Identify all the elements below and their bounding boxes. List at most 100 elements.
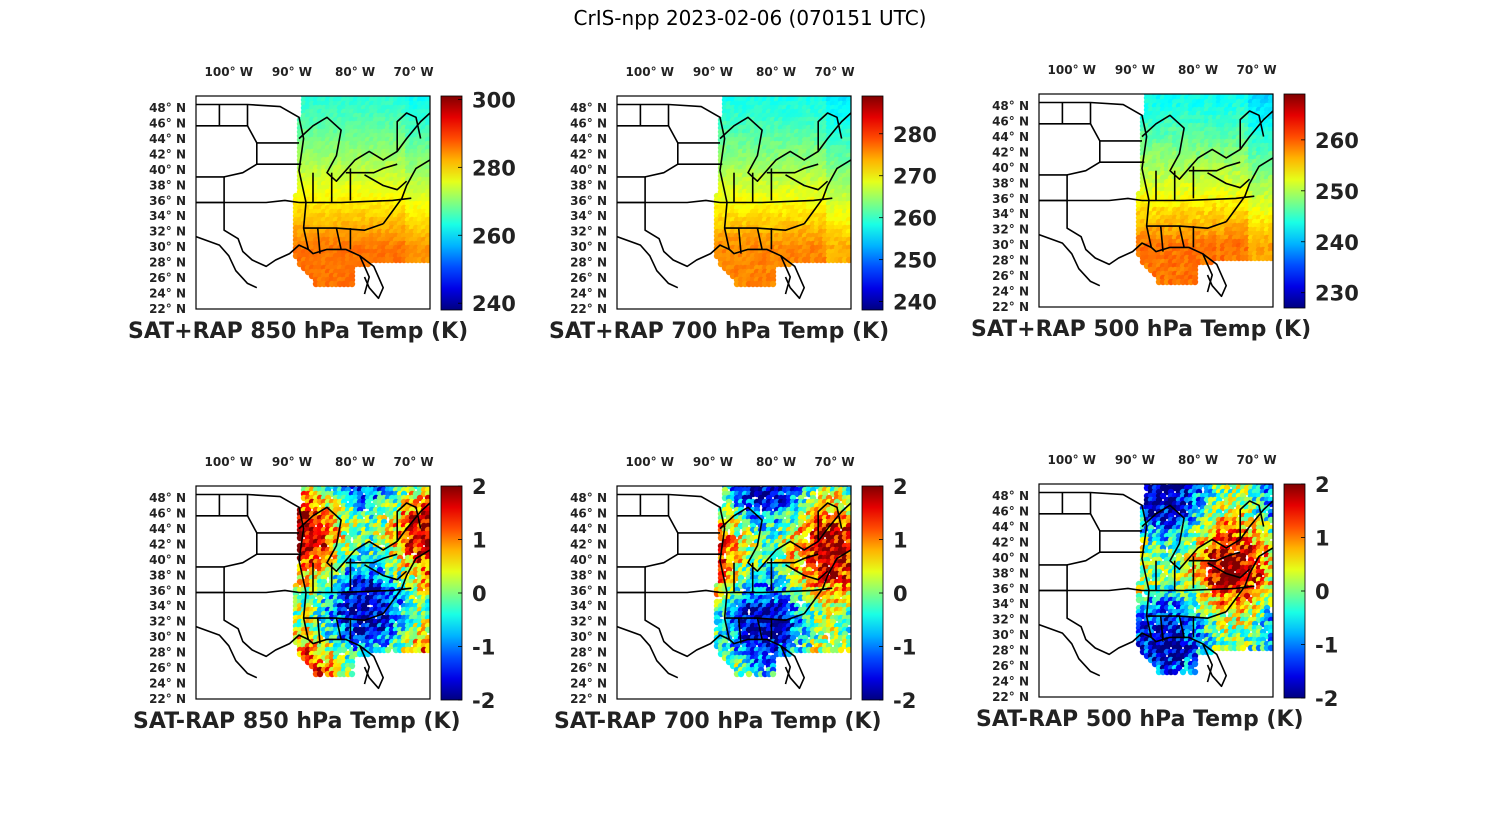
boundary-line — [196, 235, 258, 289]
boundary-line — [359, 255, 384, 300]
figure-title: CrIS-npp 2023-02-06 (070151 UTC) — [573, 6, 927, 30]
boundary-line — [803, 159, 851, 225]
colorbar-tick-label: 280 — [893, 123, 937, 147]
boundary-line — [223, 202, 309, 268]
colorbar-tick-label: 300 — [472, 88, 516, 112]
state-boundaries — [196, 103, 430, 300]
lon-tick-label: 80° W — [1178, 63, 1218, 77]
boundary-line — [364, 174, 408, 191]
panel-svg: 100° W 90° W 80° W 70° W48° N46° N44° N42° … — [570, 65, 937, 316]
lon-tick-label: 100° W — [1048, 63, 1096, 77]
lat-tick-label: 30° N — [992, 238, 1029, 252]
lon-tick-label: 80° W — [335, 65, 375, 79]
boundary-line — [1066, 200, 1152, 266]
lat-tick-label: 36° N — [992, 192, 1029, 206]
lat-tick-label: 28° N — [570, 256, 607, 270]
boundary-line — [382, 159, 430, 225]
swath-point — [769, 280, 777, 288]
lat-tick-label: 34° N — [570, 209, 607, 223]
boundary-line — [1207, 172, 1251, 189]
lat-tick-label: 38° N — [992, 176, 1029, 190]
colorbar-tick-label: 250 — [893, 249, 937, 273]
boundary-line — [780, 255, 805, 300]
lat-tick-label: 40° N — [570, 163, 607, 177]
colorbar-tick-label: 260 — [1315, 129, 1359, 153]
swath-point — [424, 256, 430, 264]
colorbar-tick-label: 280 — [472, 156, 516, 180]
map-frame — [1038, 93, 1274, 308]
lat-tick-label: 26° N — [149, 271, 186, 285]
chart-panel: 100° W 90° W 80° W 70° W 48° N 46° N 44° N 42° … — [128, 445, 498, 745]
swath-point — [348, 280, 356, 288]
panel-title: SAT+RAP 500 hPa Temp (K) — [971, 317, 1312, 342]
boundary-line — [617, 103, 791, 295]
lat-tick-label: 24° N — [149, 287, 186, 301]
lat-tick-label: 44° N — [570, 132, 607, 146]
lat-tick-label: 24° N — [570, 287, 607, 301]
lat-tick-label: 30° N — [570, 240, 607, 254]
lat-tick-label: 42° N — [992, 145, 1029, 159]
boundary-line — [1178, 225, 1185, 248]
lat-tick-label: 48° N — [570, 101, 607, 115]
colorbar — [861, 95, 884, 311]
boundary-line — [396, 112, 422, 152]
panel-title: SAT+RAP 850 hPa Temp (K) — [128, 319, 469, 344]
boundary-line — [644, 202, 730, 268]
colorbar-tick-label: 240 — [893, 291, 937, 315]
colorbar — [440, 95, 463, 311]
boundary-line — [335, 227, 342, 250]
boundary-line — [617, 235, 679, 289]
data-swath — [1135, 94, 1273, 286]
lat-tick-label: 44° N — [149, 132, 186, 146]
map-frame — [616, 95, 852, 310]
map-frame — [195, 95, 431, 310]
swath-point — [416, 494, 424, 502]
boundary-line — [196, 103, 370, 295]
boundary-line — [1159, 226, 1164, 252]
boundary-line — [316, 228, 321, 254]
lon-tick-label: 80° W — [756, 65, 796, 79]
lon-tick-label: 70° W — [815, 65, 855, 79]
lat-tick-label: 38° N — [570, 178, 607, 192]
panel-svg: 100° W 90° W 80° W 70° W48° N46° N44° N42° … — [149, 455, 495, 713]
colorbar-tick-label: 260 — [893, 207, 937, 231]
lon-tick-label: 100° W — [626, 65, 674, 79]
colorbar-tick-label: 260 — [472, 224, 516, 248]
lon-tick-label: 90° W — [1115, 63, 1155, 77]
lat-tick-label: 22° N — [992, 300, 1029, 314]
lat-tick-label: 22° N — [149, 302, 186, 316]
colorbar-tick-label: 270 — [893, 165, 937, 189]
panel-svg: 100° W 90° W 80° W 70° W48° N46° N44° N42° … — [992, 63, 1359, 314]
lat-tick-label: 36° N — [570, 194, 607, 208]
state-boundaries — [617, 103, 851, 300]
lat-tick-label: 22° N — [570, 302, 607, 316]
data-swath — [292, 96, 430, 288]
boundary-line — [756, 227, 763, 250]
lat-tick-label: 34° N — [149, 209, 186, 223]
colorbar-tick-label: 250 — [1315, 180, 1359, 204]
boundary-line — [1202, 253, 1227, 298]
lat-tick-label: 32° N — [992, 223, 1029, 237]
data-swath — [713, 96, 851, 288]
lat-tick-label: 48° N — [992, 99, 1029, 113]
lat-tick-label: 46° N — [149, 116, 186, 130]
boundary-line — [298, 112, 430, 182]
lat-tick-label: 26° N — [570, 271, 607, 285]
lat-tick-label: 34° N — [992, 207, 1029, 221]
lat-tick-label: 40° N — [992, 161, 1029, 175]
chart-panel: 100° W 90° W 80° W 70° W 48° N 46° N 44° N 42° … — [128, 55, 516, 355]
lat-tick-label: 32° N — [570, 225, 607, 239]
lat-tick-label: 24° N — [992, 285, 1029, 299]
chart-panel: 100° W 90° W 80° W 70° W 48° N 46° N 44° N 42° … — [549, 55, 937, 355]
lat-tick-label: 30° N — [149, 240, 186, 254]
lat-tick-label: 28° N — [992, 254, 1029, 268]
boundary-line — [1039, 101, 1213, 293]
lon-tick-label: 70° W — [1237, 63, 1277, 77]
lat-tick-label: 26° N — [992, 269, 1029, 283]
lat-tick-label: 46° N — [992, 114, 1029, 128]
panel-title: SAT+RAP 700 hPa Temp (K) — [549, 319, 890, 344]
lat-tick-label: 38° N — [149, 178, 186, 192]
colorbar-tick-label: 230 — [1315, 282, 1359, 306]
lat-tick-label: 28° N — [149, 256, 186, 270]
panel-svg: 100° W 90° W 80° W 70° W48° N46° N44° N42° … — [149, 65, 516, 316]
